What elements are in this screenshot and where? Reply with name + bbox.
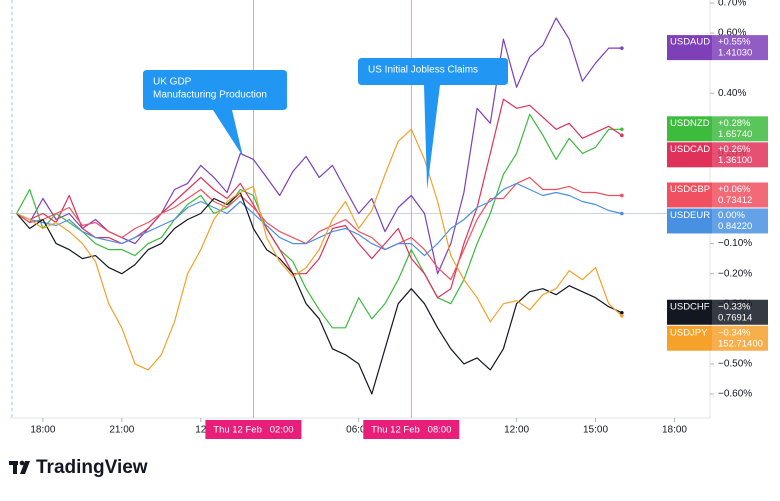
series-line [16,17,622,275]
x-tick-label: 06:00 [346,425,371,436]
event-time-tag [363,420,460,439]
tag-name: USDEUR [670,210,710,221]
tag-bg [667,35,712,61]
price-tag: USDCAD +0.26%1.36100 [620,133,768,168]
tag-bg [667,182,712,208]
tag-change: 0.00% [718,210,745,221]
tag-bg [712,35,768,61]
last-point [620,133,624,138]
tag-name: USDGBP [670,184,710,195]
y-tick-label: −0.20% [718,268,752,279]
tag-bg [712,208,768,234]
series-line [16,191,623,395]
tag-bg [667,208,712,234]
tag-name: USDJPY [670,327,708,338]
y-tick-label: −0.50% [718,359,752,370]
x-tick-label: 12 [195,425,207,436]
price-tag: USDGBP +0.06%0.73412 [620,182,768,208]
event-time-label: Thu 12 Feb 08:00 [371,425,451,436]
callout-text: US Initial Jobless Claims [368,65,478,76]
price-tag: USDCHF −0.33%0.76914 [620,299,768,325]
tag-change: +0.26% [718,144,751,155]
x-tick-label: 15:00 [583,425,608,436]
y-tick-label: −0.10% [718,238,752,249]
tag-name: USDAUD [670,37,710,48]
tag-bg [667,116,712,142]
tag-bg [667,142,712,168]
brand-logo [9,460,30,474]
x-tick-label: 21:00 [109,425,134,436]
series-line [16,113,622,329]
y-tick-label: −0.60% [718,389,752,400]
callout-text: UK GDP [153,77,192,88]
tag-price: 1.65740 [718,129,752,140]
tag-bg [712,299,768,325]
callout [143,70,287,157]
callout [358,58,508,190]
tag-change: +0.28% [718,118,751,129]
x-tick-label: 18:00 [662,425,687,436]
tag-bg [712,116,768,142]
tag-price: 152.71400 [718,338,763,349]
event-time-tag [205,420,302,439]
tag-name: USDCHF [670,301,710,312]
price-tag: USDJPY −0.34%152.71400 [620,313,768,351]
last-point [620,313,624,318]
tag-bg [667,299,712,325]
price-tag: USDNZD +0.28%1.65740 [620,116,768,142]
series-line [16,176,622,281]
tag-name: USDCAD [670,144,710,155]
tag-price: 0.76914 [718,312,752,323]
tag-bg [667,325,712,351]
tag-price: 1.41030 [718,48,752,59]
tag-change: +0.55% [718,37,751,48]
tag-change: −0.33% [718,301,751,312]
tag-bg [712,182,768,208]
price-tag: USDEUR 0.00%0.84220 [620,208,768,234]
x-tick-label: 12:00 [504,425,529,436]
tag-price: 1.36100 [718,155,752,166]
price-tag: USDAUD +0.55%1.41030 [620,35,768,61]
last-point [620,46,624,50]
tag-change: +0.06% [718,184,751,195]
y-tick-label: 0.40% [718,88,746,99]
tag-price: 0.73412 [718,195,752,206]
series-line [16,182,622,257]
tag-bg [712,142,768,168]
x-tick-label: 18:00 [30,425,55,436]
series-line [16,98,623,299]
series-line [16,128,623,371]
tag-name: USDNZD [670,118,710,129]
y-tick-label: 0.60% [718,28,746,39]
last-point [620,310,624,315]
tag-change: −0.34% [718,327,751,338]
last-point [620,211,624,216]
last-point [620,193,624,198]
event-time-label: Thu 12 Feb 02:00 [213,425,293,436]
y-tick-label: 0.70% [718,0,746,9]
last-point [620,127,624,132]
brand-name: TradingView [36,457,148,478]
tag-price: 0.84220 [718,221,752,232]
callout-text: Manufacturing Production [153,90,267,101]
tag-bg [712,325,768,351]
